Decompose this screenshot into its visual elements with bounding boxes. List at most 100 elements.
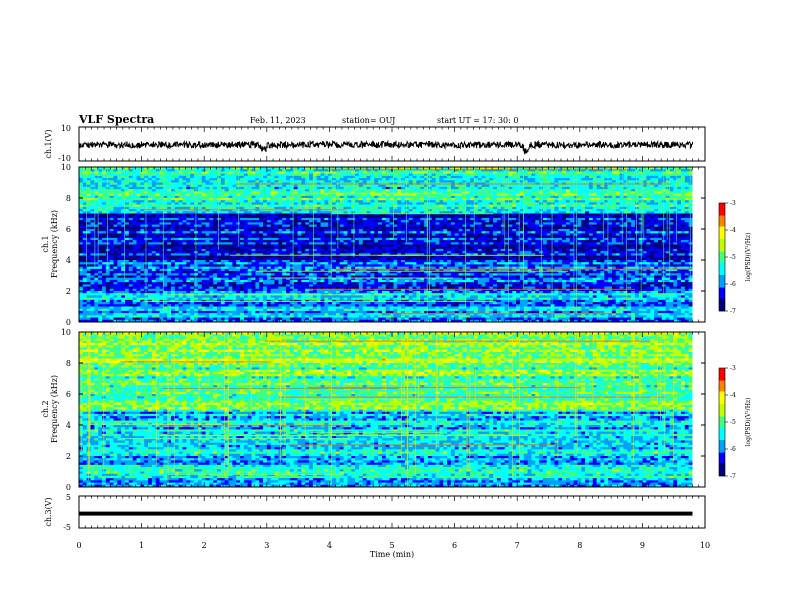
spectrogram-cell (496, 211, 502, 214)
spectrogram-cell (217, 206, 222, 210)
spectrogram-cell (305, 178, 310, 181)
spectrogram-cell (205, 189, 210, 192)
spectrogram-cell (167, 180, 172, 183)
spectrogram-cell (174, 226, 180, 230)
spectrogram-cell (201, 171, 206, 175)
spectrogram-cell (94, 211, 99, 214)
spectrogram-cell (677, 217, 682, 221)
spectrogram-cell (416, 209, 421, 212)
spectrogram-cell (159, 213, 164, 217)
spectrogram-cell (466, 171, 471, 175)
spectrogram-cell (512, 167, 517, 170)
spectrogram-cell (412, 198, 417, 201)
spectrogram-cell (355, 220, 360, 223)
spectrogram-cell (94, 195, 99, 199)
spectrogram-cell (125, 206, 130, 210)
spectrogram-cell (370, 217, 375, 221)
spectrogram-cell (420, 180, 425, 183)
spectrogram-cell (562, 231, 567, 234)
spectrogram-cell (151, 178, 157, 181)
spectrogram-cell (125, 217, 130, 221)
spectrogram-cell (182, 175, 187, 179)
spectrogram-cell (554, 171, 559, 175)
spectrogram-cell (259, 220, 264, 223)
spectrogram-cell (347, 178, 352, 181)
spectrogram-cell (519, 229, 525, 232)
spectrogram-cell (339, 198, 344, 201)
spectrogram-cell (634, 184, 640, 188)
spectrogram-cell (297, 175, 302, 179)
spectrogram-cell (224, 209, 229, 212)
spectrogram-cell (550, 224, 555, 228)
spectrogram-cell (424, 211, 429, 214)
spectrogram-cell (439, 213, 444, 217)
spectrogram-cell (332, 180, 337, 183)
spectrogram-cell (654, 206, 659, 210)
spectrogram-cell (270, 226, 275, 230)
spectrogram-cell (581, 202, 586, 206)
spectrogram-cell (473, 184, 479, 188)
spectrogram-cell (374, 217, 379, 221)
spectrogram-cell (585, 229, 590, 232)
spectrogram-cell (358, 191, 364, 194)
spectrogram-cell (604, 226, 609, 230)
spectrogram-cell (673, 209, 678, 212)
spectrogram-cell (680, 198, 686, 201)
spectrogram-cell (389, 195, 394, 199)
spectrogram-cell (324, 202, 329, 206)
spectrogram-cell (381, 231, 387, 234)
spectrogram-cell (581, 224, 586, 228)
spectrogram-cell (159, 206, 164, 210)
spectrogram-cell (286, 184, 291, 188)
spectrogram-cell (274, 191, 279, 194)
spectrogram-cell (86, 182, 91, 186)
spectrogram-cell (171, 217, 176, 221)
spectrogram-cell (205, 204, 210, 208)
spectrogram-cell (569, 202, 575, 206)
spectrogram-cell (232, 213, 237, 217)
spectrogram-cell (470, 178, 475, 181)
spectrogram-cell (109, 204, 114, 208)
spectrogram-cell (171, 226, 176, 230)
spectrogram-cell (393, 231, 398, 234)
spectrogram-cell (178, 222, 183, 225)
spectrogram-cell (404, 213, 410, 217)
spectrogram-cell (496, 220, 502, 223)
spectrogram-cell (562, 189, 567, 192)
spectrogram-cell (550, 186, 555, 190)
spectrogram-cell (378, 220, 383, 223)
spectrogram-cell (634, 209, 640, 212)
spectrogram-cell (297, 222, 302, 225)
spectrogram-cell (148, 211, 153, 214)
spectrogram-cell (416, 198, 421, 201)
spectrogram-cell (627, 206, 632, 210)
spectrogram-cell (627, 215, 632, 219)
spectrogram-cell (592, 173, 598, 177)
spectrogram-cell (121, 209, 126, 212)
spectrogram-cell (228, 231, 233, 234)
spectrogram-cell (374, 215, 379, 219)
spectrogram-cell (117, 224, 122, 228)
spectrogram-cell (136, 206, 141, 210)
spectrogram-cell (381, 226, 387, 230)
spectrogram-cell (447, 184, 452, 188)
spectrogram-cell (128, 200, 134, 203)
spectrogram-cell (136, 222, 141, 225)
spectrogram-cell (485, 178, 490, 181)
spectrogram-cell (378, 186, 383, 190)
spectrogram-cell (117, 182, 122, 186)
spectrogram-cell (136, 226, 141, 230)
spectrogram-cell (581, 184, 586, 188)
spectrogram-cell (516, 175, 521, 179)
spectrogram-cell (404, 198, 410, 201)
spectrogram-cell (508, 173, 513, 177)
spectrogram-cell (339, 184, 344, 188)
spectrogram-cell (508, 200, 513, 203)
spectrogram-cell (431, 222, 436, 225)
spectrogram-cell (554, 167, 559, 170)
spectrogram-cell (301, 217, 306, 221)
spectrogram-cell (309, 193, 314, 197)
spectrogram-cell (86, 171, 91, 175)
spectrogram-cell (435, 217, 440, 221)
spectrogram-cell (680, 169, 686, 172)
